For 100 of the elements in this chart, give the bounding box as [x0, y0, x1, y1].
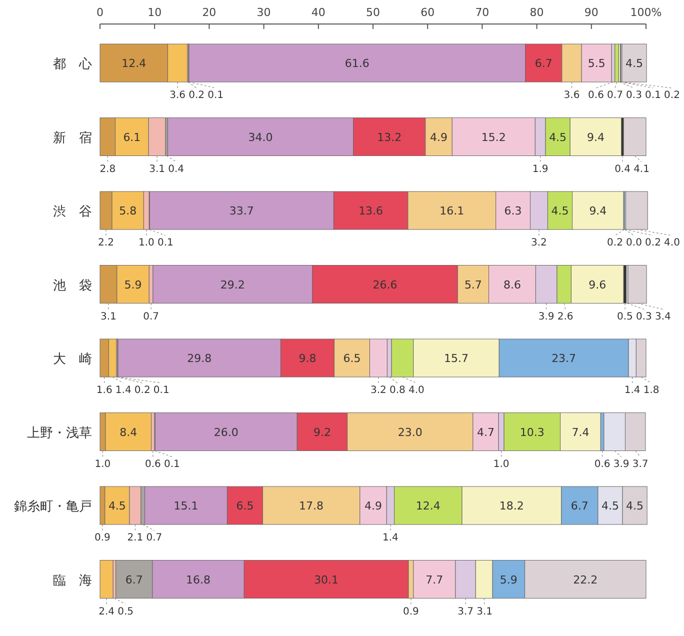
- data-label: 4.5: [108, 500, 126, 512]
- data-label: 15.2: [481, 130, 506, 144]
- x-tick-label: 60: [420, 6, 435, 19]
- data-label: 1.4: [115, 385, 132, 396]
- data-label: 26.0: [214, 426, 238, 439]
- data-label: 1.9: [532, 164, 548, 175]
- data-label: 6.5: [236, 500, 254, 512]
- data-label: 0.1: [153, 385, 170, 396]
- data-label: 0.3: [636, 311, 652, 322]
- data-label: 13.6: [358, 204, 384, 218]
- data-label: 0.2: [134, 385, 150, 396]
- data-label: 0.9: [94, 532, 110, 544]
- data-label: 0.1: [157, 238, 174, 248]
- data-label: 6.7: [570, 500, 588, 512]
- data-label: 0.5: [617, 311, 633, 322]
- y-tick-label: 都 心: [53, 56, 92, 72]
- data-label: 8.4: [120, 426, 138, 439]
- data-label: 8.6: [503, 278, 521, 292]
- data-label: 1.8: [643, 385, 660, 396]
- data-label: 9.6: [588, 278, 606, 292]
- x-tick-label: 20: [202, 6, 216, 19]
- data-label: 4.9: [430, 130, 448, 144]
- data-label: 3.9: [538, 311, 554, 322]
- y-tick-label: 新 宿: [53, 130, 92, 146]
- data-label: 4.9: [364, 500, 382, 512]
- data-label: 2.1: [127, 532, 144, 544]
- data-label: 4.7: [477, 426, 494, 439]
- x-tick-label: 80: [530, 6, 544, 19]
- data-label: 3.7: [632, 458, 648, 470]
- data-label: 4.5: [549, 130, 567, 144]
- y-tick-label: 上野・浅草: [27, 426, 92, 441]
- x-tick-label: 100%: [630, 6, 662, 19]
- data-label: 23.7: [552, 352, 576, 365]
- data-label: 23.0: [398, 426, 422, 439]
- data-label: 3.7: [458, 606, 474, 618]
- data-label: 4.5: [626, 57, 644, 70]
- data-label: 3.1: [100, 311, 116, 322]
- x-tick-label: 0: [96, 6, 104, 19]
- data-label: 6.1: [123, 130, 141, 144]
- data-label: 0.4: [168, 164, 184, 175]
- data-label: 1.4: [624, 385, 640, 396]
- data-label: 3.6: [170, 90, 186, 101]
- data-label: 12.4: [416, 500, 440, 512]
- data-label: 4.5: [551, 204, 569, 218]
- data-label: 2.2: [98, 238, 114, 248]
- x-tick-label: 10: [148, 6, 162, 19]
- data-label: 0.7: [146, 532, 162, 544]
- data-label: 3.6: [564, 90, 580, 101]
- data-label: 0.0: [626, 238, 642, 248]
- data-label: 1.0: [493, 458, 510, 470]
- data-label: 9.8: [298, 352, 316, 365]
- data-label: 0.6: [588, 90, 604, 101]
- data-label: 5.9: [124, 278, 142, 292]
- data-label: 2.8: [100, 164, 116, 175]
- data-label: 6.7: [125, 573, 143, 586]
- y-tick-label: 臨 海: [53, 573, 92, 588]
- data-label: 2.6: [557, 311, 574, 322]
- data-label: 1.4: [382, 532, 398, 544]
- data-label: 30.1: [314, 573, 339, 586]
- data-label: 15.7: [444, 352, 469, 365]
- y-tick-label: 錦糸町・亀戸: [14, 500, 92, 514]
- data-label: 4.5: [626, 500, 644, 512]
- data-label: 3.1: [149, 164, 166, 175]
- data-label: 3.2: [370, 385, 386, 396]
- y-tick-label: 渋 谷: [53, 204, 92, 220]
- data-label: 5.8: [119, 204, 137, 218]
- x-tick-label: 30: [256, 6, 271, 19]
- data-label: 13.2: [377, 130, 402, 144]
- data-label: 2.4: [98, 606, 115, 618]
- data-label: 4.1: [634, 164, 650, 175]
- data-label: 0.6: [594, 458, 610, 470]
- data-label: 9.2: [313, 426, 331, 439]
- data-label: 5.9: [500, 573, 518, 586]
- data-label: 3.9: [613, 458, 630, 470]
- data-label: 18.2: [499, 500, 524, 512]
- data-label: 4.0: [408, 385, 424, 396]
- x-tick-label: 40: [311, 6, 326, 19]
- data-label: 16.8: [186, 573, 211, 586]
- data-label: 1.0: [94, 458, 111, 470]
- data-label: 10.3: [520, 426, 544, 439]
- data-label: 5.5: [588, 57, 606, 70]
- y-tick-label: 池 袋: [53, 278, 92, 294]
- data-label: 0.7: [143, 311, 160, 322]
- data-label: 3.2: [531, 238, 547, 248]
- data-label: 6.5: [343, 352, 361, 365]
- data-label: 0.7: [607, 90, 623, 101]
- x-tick-label: 50: [366, 6, 380, 19]
- data-label: 0.1: [645, 90, 661, 101]
- data-label: 3.4: [655, 311, 671, 322]
- data-label: 22.2: [573, 573, 598, 586]
- data-label: 0.2: [645, 238, 661, 248]
- x-tick-label: 70: [475, 6, 490, 19]
- data-label: 0.2: [188, 90, 204, 101]
- data-label: 12.4: [122, 57, 146, 70]
- data-label: 7.7: [426, 573, 444, 586]
- data-label: 4.0: [664, 238, 680, 248]
- data-label: 0.5: [118, 606, 134, 618]
- data-label: 34.0: [248, 130, 273, 144]
- data-label: 0.9: [402, 606, 419, 618]
- data-label: 33.7: [229, 204, 254, 218]
